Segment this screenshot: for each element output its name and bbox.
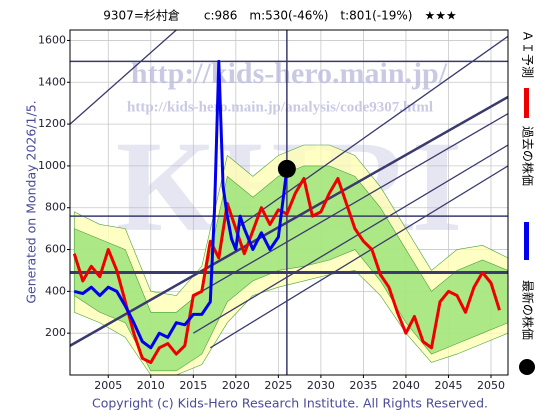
y-tick-label: 400 <box>45 284 66 297</box>
y-tick-label: 200 <box>45 326 66 339</box>
y-tick-label: 1600 <box>38 33 66 46</box>
y-tick-label: 600 <box>45 243 66 256</box>
legend-label: ＡＩ予測 <box>521 30 535 78</box>
trend-line <box>209 165 508 349</box>
trend-line <box>70 30 177 125</box>
legend-swatch <box>524 88 529 118</box>
series-line <box>73 59 289 350</box>
trend-line <box>201 113 508 292</box>
y-axis-label: Generated on Monday 2026/1/5. <box>24 100 39 303</box>
trend-line <box>70 95 508 347</box>
legend-swatch <box>524 222 529 260</box>
x-tick-label: 2005 <box>94 379 122 392</box>
watermark: http://kids-hero.main.jp/ <box>131 57 448 90</box>
x-tick-label: 2010 <box>137 379 165 392</box>
band <box>73 165 508 372</box>
x-tick-label: 2025 <box>264 379 292 392</box>
x-tick-label: 2030 <box>307 379 335 392</box>
watermark: http://kids-hero.main.jp/analysis/code93… <box>127 99 433 115</box>
axes: 200 400 600 800 1000 1200 1400 1600 2005 2010 2015… <box>38 33 505 392</box>
series-line <box>72 177 501 364</box>
footer: Copyright (c) Kids-Hero Research Institu… <box>92 396 488 411</box>
trend-line <box>235 35 508 230</box>
legend-swatch <box>519 359 535 375</box>
y-tick-label: 1400 <box>38 75 66 88</box>
x-tick-label: 2020 <box>222 379 250 392</box>
plot-area: KHRIhttp://kids-hero.main.jp/http://kids… <box>70 30 508 375</box>
legend-label: 過去の株価 <box>521 126 536 186</box>
y-tick-label: 800 <box>45 201 66 214</box>
x-tick-label: 2015 <box>179 379 207 392</box>
latest-point <box>277 159 296 178</box>
x-tick-label: 2045 <box>434 379 462 392</box>
y-tick-label: 1000 <box>38 159 66 172</box>
x-tick-label: 2035 <box>349 379 377 392</box>
legend-label: 最新の株価 <box>521 280 536 340</box>
plot-frame <box>69 29 509 376</box>
y-tick-label: 1200 <box>38 117 66 130</box>
trend-line <box>192 144 508 334</box>
x-tick-label: 2040 <box>392 379 420 392</box>
chart-title: 9307=杉村倉 c:986 m:530(-46%) t:801(-19%) ★… <box>103 8 456 23</box>
x-tick-label: 2050 <box>477 379 505 392</box>
